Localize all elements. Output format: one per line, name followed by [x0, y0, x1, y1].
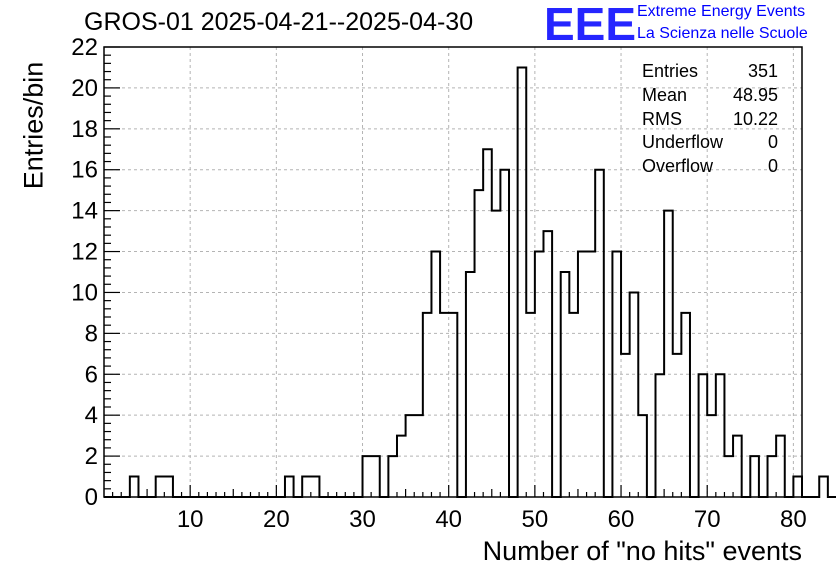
y-tick-label: 16: [71, 157, 98, 184]
stat-underflow: Underflow 0: [642, 132, 778, 153]
stat-entries: Entries 351: [642, 61, 778, 81]
y-tick-label: 4: [85, 402, 98, 429]
x-tick-label: 80: [780, 506, 807, 533]
histogram-bin: [440, 313, 449, 497]
histogram-bin: [156, 477, 165, 497]
histogram-bin: [363, 456, 372, 497]
y-tick-label: 22: [71, 34, 98, 61]
eee-logo: EEE: [544, 0, 636, 44]
histogram-bin: [569, 313, 578, 497]
stat-rms: RMS 10.22: [642, 108, 778, 129]
y-axis-label: Entries/bin: [18, 61, 49, 190]
y-tick-label: 14: [71, 198, 98, 225]
x-tick-label: 40: [435, 506, 462, 533]
y-tick-label: 10: [71, 279, 98, 306]
grid-lines: [104, 47, 802, 497]
logo-line-1: Extreme Energy Events: [637, 3, 806, 20]
histogram-bin: [388, 456, 397, 497]
plot-frame: [103, 46, 803, 498]
histogram-bin: [630, 292, 639, 497]
histogram-bin: [699, 374, 708, 497]
histogram-bin: [449, 313, 458, 497]
histogram-outline: [104, 66, 836, 498]
histogram-bin: [750, 456, 759, 497]
x-tick-label: 60: [608, 506, 635, 533]
x-tick-label: 50: [522, 506, 549, 533]
stats-box: Entries 351 Mean 48.95 RMS 10.22 Underflow 0…: [642, 60, 778, 179]
histogram-bin: [130, 477, 139, 497]
stat-mean: Mean 48.95: [642, 84, 778, 105]
y-tick-label: 0: [85, 484, 98, 511]
histogram-bin: [371, 456, 380, 497]
histogram-bin: [819, 477, 828, 497]
histogram-bin: [561, 272, 570, 497]
histogram-bin: [475, 190, 484, 497]
histogram-bin: [656, 374, 665, 497]
svg-text:EEE: EEE: [544, 0, 636, 44]
histogram-bin: [164, 477, 173, 497]
histogram-bin: [483, 149, 492, 497]
histogram-bin: [526, 313, 535, 497]
histogram-bin: [397, 436, 406, 497]
histogram-bin: [664, 211, 673, 497]
histogram-bin: [621, 354, 630, 497]
chart-title: GROS-01 2025-04-21--2025-04-30: [84, 8, 474, 36]
y-tick-label: 6: [85, 361, 98, 388]
histogram-bin: [466, 272, 475, 497]
axis-ticks: [104, 46, 794, 498]
x-tick-label: 30: [349, 506, 376, 533]
histogram-bin: [768, 456, 777, 497]
y-tick-label: 20: [71, 75, 98, 102]
x-tick-label: 20: [263, 506, 290, 533]
histogram-bin: [681, 313, 690, 497]
axis-tick-labels: 10 20 30 40 50 60 70 80 0 2 4 6 8 10 12 14 16 18 20 22: [71, 34, 806, 533]
histogram-bin: [518, 67, 527, 497]
x-axis-label: Number of "no hits" events: [482, 536, 802, 566]
histogram-bin: [776, 436, 785, 497]
histogram-bin: [311, 477, 320, 497]
histogram-bin: [716, 374, 725, 497]
histogram-bin: [492, 211, 501, 497]
histogram-bin: [302, 477, 311, 497]
histogram-bin: [724, 456, 733, 497]
histogram-bin: [285, 477, 294, 497]
histogram-bin: [793, 477, 802, 497]
y-tick-label: 18: [71, 116, 98, 143]
histogram-bin: [423, 313, 432, 497]
logo-line-2: La Scienza nelle Scuole: [637, 25, 808, 42]
x-tick-label: 70: [694, 506, 721, 533]
y-tick-label: 8: [85, 320, 98, 347]
y-tick-label: 2: [85, 443, 98, 470]
histogram-bin: [543, 231, 552, 497]
histogram-bars: [104, 66, 836, 498]
y-tick-label: 12: [71, 239, 98, 266]
x-tick-label: 10: [177, 506, 204, 533]
stat-overflow: Overflow 0: [642, 156, 778, 177]
histogram-bin: [733, 436, 742, 497]
histogram-bin: [673, 354, 682, 497]
